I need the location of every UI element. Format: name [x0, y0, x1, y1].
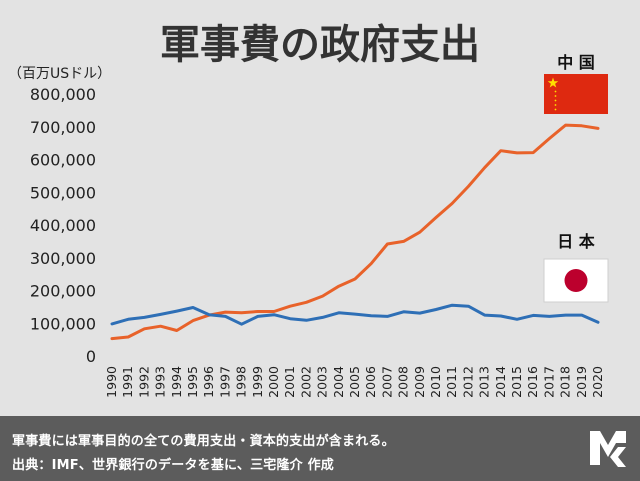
y-tick-label: 400,000 — [30, 216, 96, 235]
footer-source: 出典：IMF、世界銀行のデータを基に、三宅隆介 作成 — [12, 458, 334, 473]
x-axis: 1990 1991 1992 1993 1994 1995 1996 1997 1998 1999… — [104, 366, 605, 398]
legend-label-china: 中 国 — [557, 53, 595, 72]
japan-flag — [543, 258, 609, 303]
mr-monogram-logo — [590, 431, 626, 467]
star-icon — [547, 77, 559, 88]
x-tick-label: 1996 — [201, 366, 216, 398]
series-line-japan — [110, 303, 600, 326]
china-flag — [544, 74, 608, 114]
x-tick-label: 2005 — [347, 366, 362, 398]
x-tick-label: 1999 — [250, 366, 265, 398]
x-tick-label: 2017 — [541, 366, 556, 398]
x-tick-label: 2008 — [396, 366, 411, 398]
legend-china: 中 国 — [544, 53, 608, 114]
x-tick-label: 1997 — [217, 366, 232, 398]
x-tick-label: 2007 — [379, 366, 394, 398]
x-tick-label: 2003 — [315, 366, 330, 398]
x-tick-label: 2018 — [558, 366, 573, 398]
x-tick-label: 2006 — [363, 366, 378, 398]
x-tick-label: 2020 — [590, 366, 605, 398]
x-tick-label: 1992 — [136, 366, 151, 398]
y-tick-label: 300,000 — [30, 249, 96, 268]
legend-label-japan: 日 本 — [557, 232, 595, 251]
x-tick-label: 2000 — [266, 366, 281, 398]
x-tick-label: 2015 — [509, 366, 524, 398]
x-tick-label: 1998 — [234, 366, 249, 398]
y-axis-unit-label: （百万USドル） — [8, 66, 111, 82]
chart: 軍事費の政府支出 （百万USドル） 0 100,000 200,000 300,000… — [8, 22, 609, 398]
y-tick-label: 100,000 — [30, 314, 96, 333]
legend-japan: 日 本 — [543, 232, 609, 303]
y-tick-label: 0 — [86, 347, 96, 366]
x-tick-label: 2016 — [525, 366, 540, 398]
x-tick-label: 2011 — [444, 366, 459, 398]
x-tick-label: 2010 — [428, 366, 443, 398]
y-tick-label: 500,000 — [30, 183, 96, 202]
x-tick-label: 2014 — [493, 366, 508, 398]
series-lines — [110, 123, 600, 341]
y-tick-label: 800,000 — [30, 85, 96, 104]
x-tick-label: 2004 — [331, 366, 346, 398]
x-tick-label: 2013 — [477, 366, 492, 398]
x-tick-label: 2001 — [282, 366, 297, 398]
y-tick-label: 200,000 — [30, 282, 96, 301]
y-tick-label: 700,000 — [30, 118, 96, 137]
x-tick-label: 2009 — [412, 366, 427, 398]
x-tick-label: 2012 — [460, 366, 475, 398]
footer-note: 軍事費には軍事目的の全ての費用支出・資本的支出が含まれる。 — [12, 434, 395, 449]
x-tick-label: 2002 — [298, 366, 313, 398]
footer: 軍事費には軍事目的の全ての費用支出・資本的支出が含まれる。 出典：IMF、世界銀… — [0, 416, 640, 481]
x-tick-label: 1993 — [153, 366, 168, 398]
x-tick-label: 1991 — [120, 366, 135, 398]
x-tick-label: 2019 — [574, 366, 589, 398]
y-axis: 0 100,000 200,000 300,000 400,000 500,000 600,… — [30, 85, 96, 366]
series-line-china — [110, 123, 600, 341]
chart-title: 軍事費の政府支出 — [160, 22, 480, 68]
x-tick-label: 1994 — [169, 366, 184, 398]
x-tick-label: 1990 — [104, 366, 119, 398]
x-tick-label: 1995 — [185, 366, 200, 398]
y-tick-label: 600,000 — [30, 151, 96, 170]
